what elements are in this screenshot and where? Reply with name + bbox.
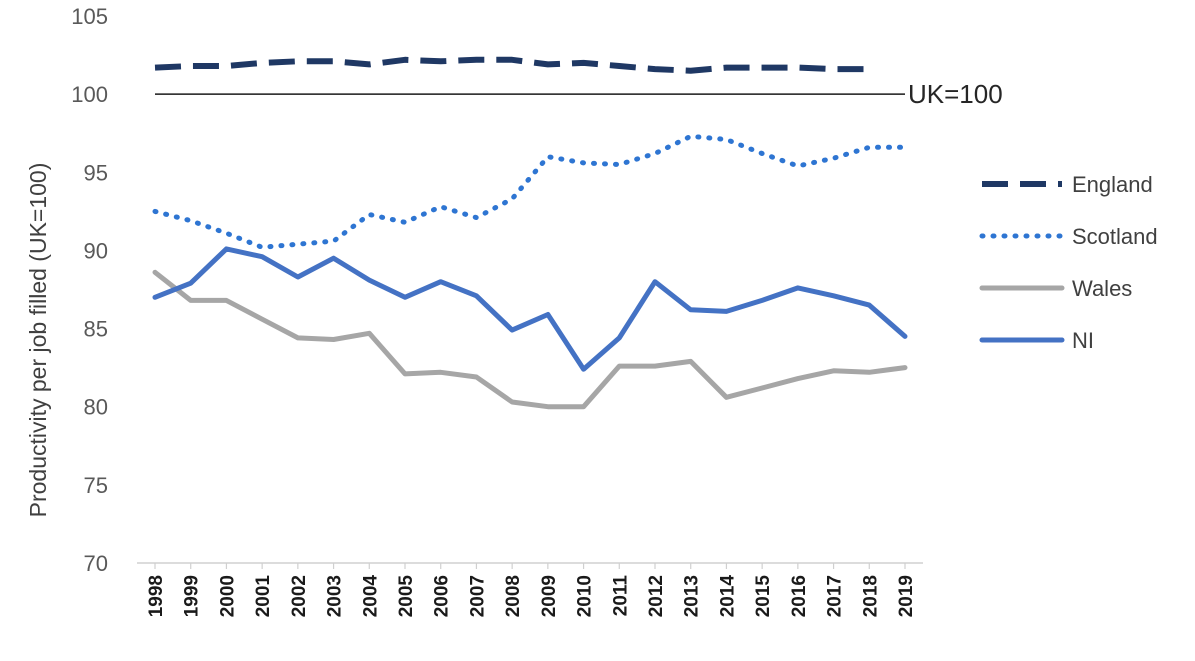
y-axis-title: Productivity per job filled (UK=100): [25, 163, 51, 518]
y-tick-label: 90: [84, 238, 108, 263]
x-tick-label: 2010: [575, 575, 596, 617]
x-tick-label: 2016: [789, 575, 810, 617]
x-tick-label: 2014: [717, 575, 738, 618]
x-tick-label: 2015: [753, 575, 774, 618]
legend: England Scotland Wales NI: [979, 172, 1158, 353]
x-tick-label: 2004: [360, 575, 381, 618]
x-tick-label: 2007: [467, 575, 488, 617]
legend-label-ni: NI: [1072, 328, 1094, 353]
x-tick-label: 2003: [325, 575, 346, 617]
y-tick-label: 105: [71, 4, 108, 29]
x-tick-label: 2018: [860, 575, 881, 617]
y-axis-ticks: 70 75 80 85 90 95 100 105: [71, 4, 108, 576]
x-tick-label: 2012: [646, 575, 667, 617]
legend-label-england: England: [1072, 172, 1153, 197]
x-tick-label: 2002: [289, 575, 310, 617]
uk-reference-label: UK=100: [908, 79, 1003, 109]
y-tick-label: 75: [84, 473, 108, 498]
x-axis: 1998 1999 2000 2001 2002 2003 2004 2005 2006 2007…: [137, 562, 923, 618]
x-tick-label: 2019: [896, 575, 917, 617]
series-lines: [152, 56, 908, 410]
uk-reference-line-group: UK=100: [155, 79, 1003, 109]
series-line-scotland: [152, 133, 908, 250]
y-tick-label: 95: [84, 160, 108, 185]
series-line-ni: [152, 246, 908, 372]
x-tick-label: 2011: [610, 575, 631, 617]
series-line-england: [154, 56, 870, 74]
x-tick-label: 2001: [253, 575, 274, 618]
y-tick-label: 85: [84, 317, 108, 342]
y-tick-label: 70: [84, 551, 108, 576]
y-tick-label: 100: [71, 82, 108, 107]
x-tick-label: 2000: [217, 575, 238, 617]
x-tick-label: 2005: [396, 575, 417, 618]
x-tick-label: 2013: [682, 575, 703, 617]
x-tick-label: 2008: [503, 575, 524, 617]
y-tick-label: 80: [84, 395, 108, 420]
legend-label-wales: Wales: [1072, 276, 1132, 301]
x-tick-label: 2009: [539, 575, 560, 617]
x-tick-label: 1999: [182, 575, 203, 617]
x-tick-label: 2017: [825, 575, 846, 617]
x-tick-label: 2006: [432, 575, 453, 617]
legend-label-scotland: Scotland: [1072, 224, 1158, 249]
x-tick-label: 1998: [146, 575, 167, 617]
series-line-wales: [152, 269, 908, 410]
